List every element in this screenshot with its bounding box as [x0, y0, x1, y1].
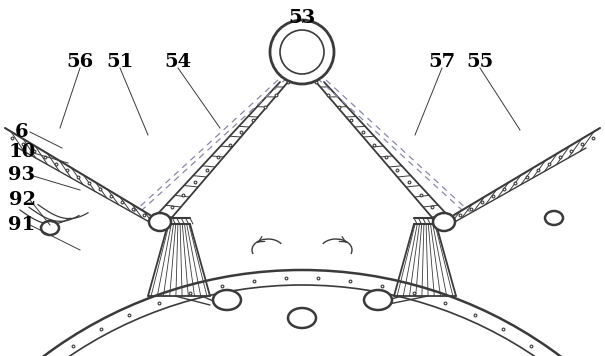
Ellipse shape	[545, 211, 563, 225]
Ellipse shape	[288, 308, 316, 328]
Ellipse shape	[433, 213, 455, 231]
Text: 92: 92	[8, 191, 36, 209]
Text: 55: 55	[466, 53, 494, 71]
Circle shape	[280, 30, 324, 74]
Text: 57: 57	[428, 53, 456, 71]
Ellipse shape	[41, 221, 59, 235]
Text: 6: 6	[15, 123, 29, 141]
Ellipse shape	[149, 213, 171, 231]
Ellipse shape	[364, 290, 392, 310]
Text: 54: 54	[165, 53, 192, 71]
Text: 91: 91	[8, 216, 36, 234]
Circle shape	[270, 20, 334, 84]
Text: 53: 53	[289, 9, 316, 27]
Text: 10: 10	[8, 143, 36, 161]
Text: 56: 56	[67, 53, 94, 71]
Ellipse shape	[213, 290, 241, 310]
Text: 51: 51	[106, 53, 134, 71]
Text: 93: 93	[8, 166, 36, 184]
